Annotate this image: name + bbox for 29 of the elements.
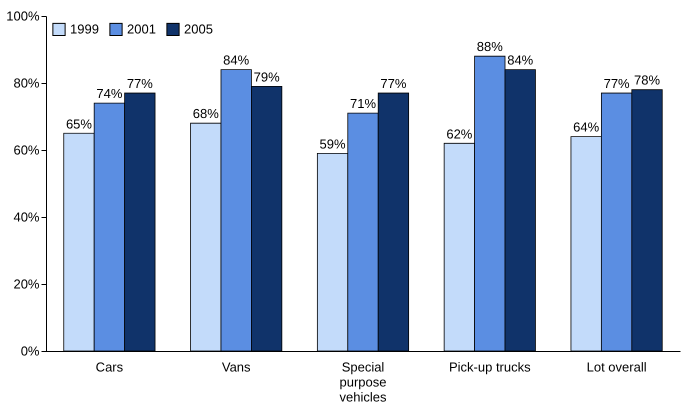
data-label: 78% (634, 72, 660, 88)
data-label: 62% (446, 126, 473, 142)
data-label: 77% (604, 76, 630, 92)
data-label: 64% (573, 120, 600, 135)
x-tick-label: Cars (96, 360, 124, 374)
x-tick-label: Lot overall (586, 360, 647, 374)
y-tick-label: 40% (13, 210, 40, 224)
y-tick-label: 80% (13, 76, 40, 90)
data-label: 84% (223, 52, 250, 68)
legend-label: 2001 (127, 21, 156, 36)
y-tick-label: 60% (13, 142, 40, 158)
legend-label: 1999 (70, 21, 99, 36)
data-label: 71% (350, 96, 376, 112)
x-tick-label: Pick-up trucks (448, 360, 532, 374)
data-label: 65% (66, 116, 92, 132)
data-label: 84% (507, 52, 534, 68)
x-tick-label: Vans (222, 360, 252, 374)
data-label: 77% (126, 76, 154, 92)
data-label: 59% (320, 136, 346, 152)
y-tick-label: 0% (20, 344, 40, 358)
data-label: 79% (254, 69, 280, 84)
data-label: 88% (476, 39, 504, 54)
y-tick-label: 100% (6, 8, 40, 24)
x-tick-label: Special purpose vehicles (340, 360, 387, 404)
y-tick-label: 20% (13, 276, 40, 292)
data-label: 77% (380, 76, 407, 92)
legend-label: 2005 (184, 21, 213, 36)
data-label: 68% (192, 106, 220, 122)
data-label: 74% (96, 86, 123, 102)
